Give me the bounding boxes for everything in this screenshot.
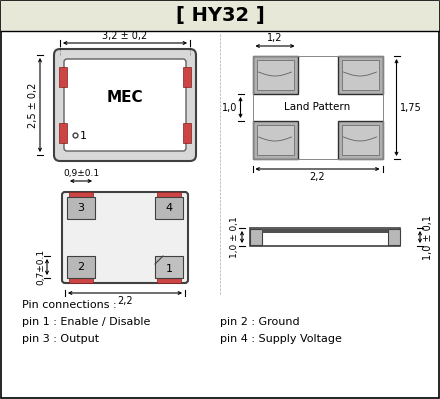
Bar — [157, 277, 181, 283]
Text: Land Pattern: Land Pattern — [284, 103, 351, 113]
Text: 1,0 ± 0,1: 1,0 ± 0,1 — [423, 215, 433, 259]
Text: 2: 2 — [77, 262, 84, 272]
Text: 1: 1 — [80, 131, 87, 141]
Text: 1: 1 — [165, 264, 172, 274]
Bar — [183, 67, 191, 87]
Bar — [257, 60, 293, 90]
FancyBboxPatch shape — [54, 49, 196, 161]
Bar — [157, 192, 181, 198]
Text: 1,75: 1,75 — [400, 103, 421, 113]
Bar — [155, 256, 183, 278]
Bar — [257, 125, 293, 155]
Bar — [59, 123, 67, 143]
Bar — [250, 229, 262, 245]
Bar — [253, 121, 297, 159]
Text: 2,2: 2,2 — [310, 172, 325, 182]
Bar — [341, 60, 378, 90]
Text: 0,9±0.1: 0,9±0.1 — [63, 169, 99, 178]
Text: 1,2: 1,2 — [267, 33, 283, 43]
FancyBboxPatch shape — [64, 59, 186, 151]
Text: [ HY32 ]: [ HY32 ] — [176, 6, 264, 26]
FancyBboxPatch shape — [62, 192, 188, 283]
Text: pin 1 : Enable / Disable: pin 1 : Enable / Disable — [22, 317, 150, 327]
Text: 1,0 ± 0,1: 1,0 ± 0,1 — [230, 216, 238, 258]
Bar — [262, 229, 388, 233]
Bar — [69, 192, 93, 198]
Text: 0,7±0.1: 0,7±0.1 — [36, 249, 45, 285]
Bar — [65, 272, 77, 280]
Bar — [253, 56, 297, 94]
Bar — [341, 125, 378, 155]
Bar — [173, 272, 185, 280]
Text: 2,2: 2,2 — [117, 296, 133, 306]
Text: pin 2 : Ground: pin 2 : Ground — [220, 317, 300, 327]
Bar — [388, 229, 400, 245]
Bar — [67, 256, 95, 278]
Bar — [183, 123, 191, 143]
Bar — [1, 1, 439, 31]
Bar — [173, 195, 185, 203]
Text: 4: 4 — [165, 203, 172, 213]
Bar — [155, 197, 183, 219]
Bar — [337, 56, 382, 94]
Bar — [67, 197, 95, 219]
Text: MEC: MEC — [106, 89, 143, 105]
Text: pin 3 : Output: pin 3 : Output — [22, 334, 99, 344]
Text: 3,2 ± 0,2: 3,2 ± 0,2 — [103, 31, 148, 41]
Bar — [337, 121, 382, 159]
Text: Pin connections :: Pin connections : — [22, 300, 117, 310]
Bar — [65, 195, 77, 203]
Text: pin 4 : Supply Voltage: pin 4 : Supply Voltage — [220, 334, 342, 344]
Bar — [69, 277, 93, 283]
Text: 2,5 ± 0,2: 2,5 ± 0,2 — [28, 82, 38, 128]
Text: 1,0: 1,0 — [222, 103, 238, 113]
Bar — [59, 67, 67, 87]
Bar — [250, 228, 400, 246]
Text: 3: 3 — [77, 203, 84, 213]
